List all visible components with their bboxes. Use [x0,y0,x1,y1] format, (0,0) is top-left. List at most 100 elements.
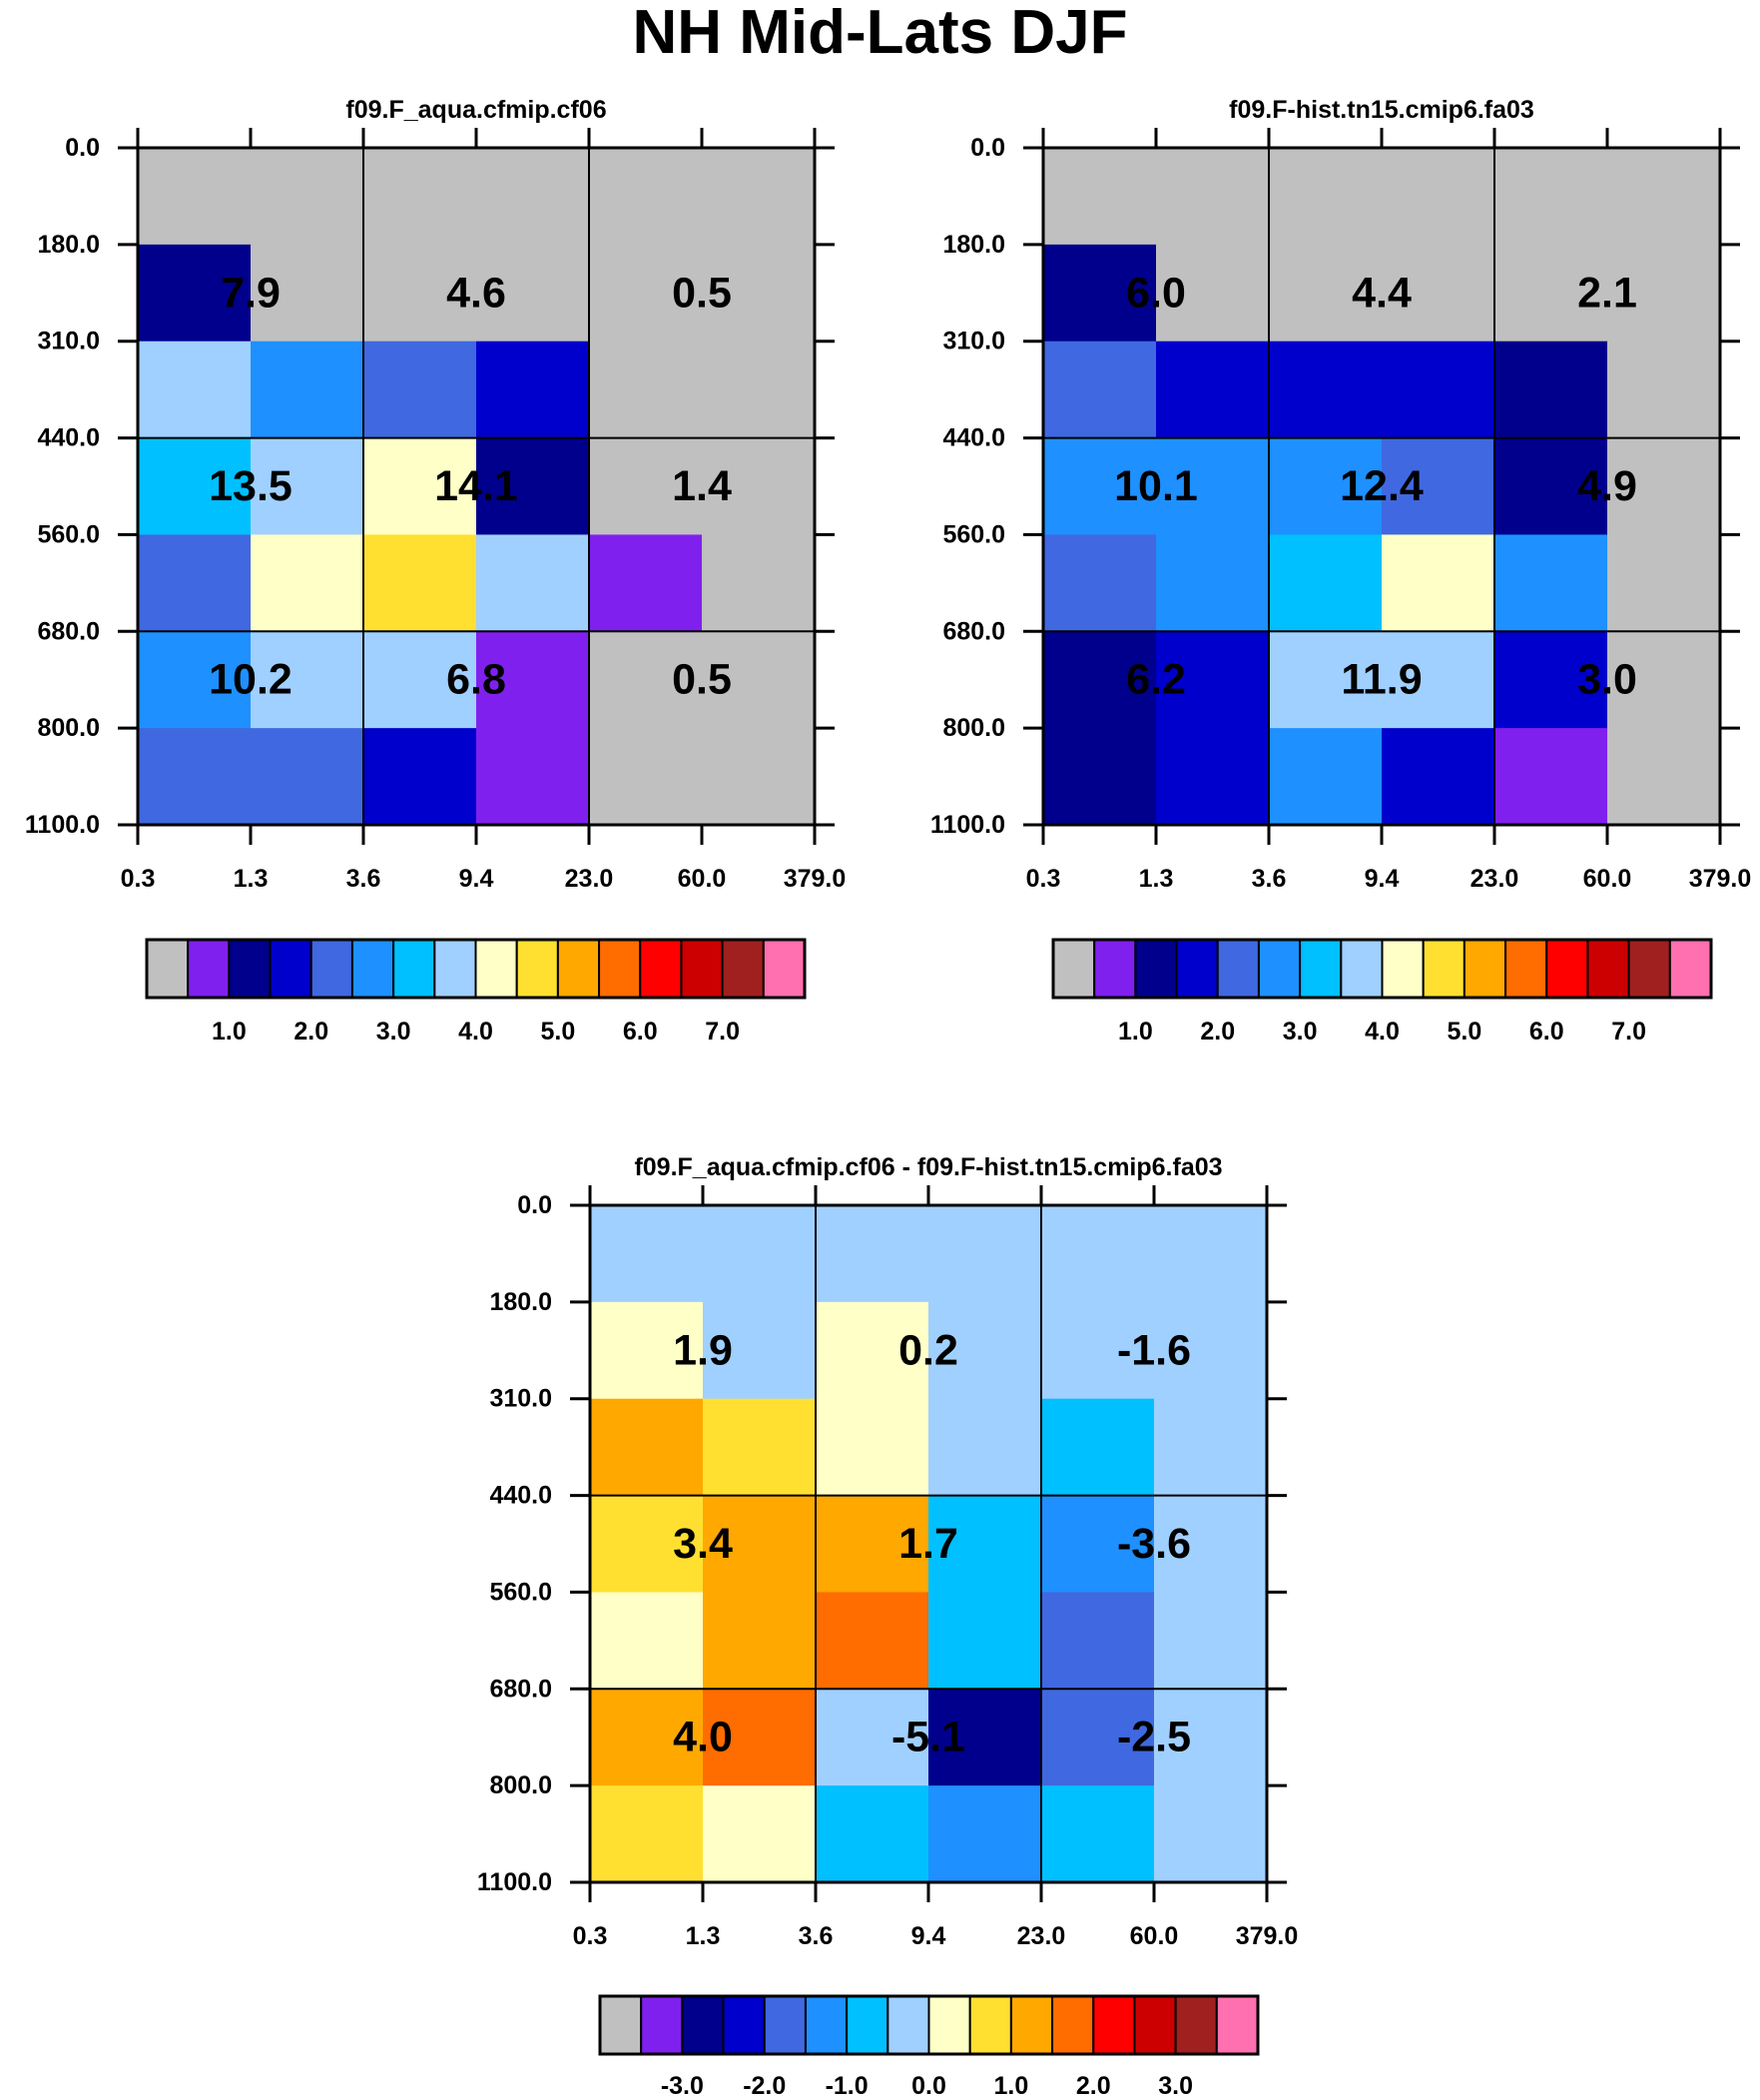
y-tick-label: 310.0 [489,1385,552,1413]
y-tick-label: 800.0 [942,714,1005,742]
colorbar-label: 1.0 [993,2072,1028,2100]
colorbar-swatch [721,939,765,999]
colorbar-swatch [309,939,353,999]
colorbar-label: 3.0 [376,1018,411,1046]
colorbar-swatch [598,939,642,999]
x-tick-label: 0.3 [573,1922,608,1950]
heatmap-cell [1156,728,1270,826]
colorbar-label: -1.0 [826,2072,869,2100]
heatmap-cell [702,534,816,632]
heatmap-cell [251,341,364,439]
heatmap-cell [138,631,252,729]
heatmap-cell [703,1495,817,1594]
colorbar-label: 2.0 [1200,1018,1235,1046]
heatmap-cell [138,728,252,826]
heatmap-cell [703,1398,817,1497]
heatmap-cell [928,1689,1042,1786]
colorbar-label: 6.0 [623,1018,658,1046]
x-tick-label: 60.0 [1583,865,1632,893]
colorbar-swatch [433,939,477,999]
heatmap-cell [1041,1592,1155,1690]
colorbar-swatch [1504,939,1548,999]
colorbar-swatch [886,1995,930,2055]
x-tick-label: 3.6 [799,1922,834,1950]
heatmap-cell [702,437,816,536]
x-tick-label: 379.0 [1236,1922,1299,1950]
box-value-label: 3.0 [1577,656,1637,704]
heatmap-cell [138,244,252,343]
heatmap-cell [1156,534,1270,632]
colorbar-swatch [1340,939,1384,999]
colorbar-swatch [1009,1995,1054,2055]
heatmap-cell [590,1689,704,1786]
heatmap-cell [1156,148,1270,246]
heatmap-cell [816,1301,929,1400]
x-tick-label: 9.4 [911,1922,946,1950]
heatmap-cell [702,631,816,729]
heatmap-cell [1041,1301,1155,1400]
heatmap-cell [476,341,590,439]
heatmap-cell [1041,1785,1155,1883]
colorbar-label: 7.0 [1611,1018,1646,1046]
y-tick-label: 560.0 [942,520,1005,548]
y-tick-label: 680.0 [489,1675,552,1703]
heatmap-cell [589,437,703,536]
y-tick-label: 180.0 [37,231,100,259]
x-tick-label: 379.0 [1689,865,1752,893]
heatmap-cell [702,341,816,439]
colorbar-swatch [1092,1995,1136,2055]
x-tick-label: 23.0 [1470,865,1519,893]
colorbar-swatch [556,939,601,999]
heatmap-cell [589,341,703,439]
heatmap-cell [590,1785,704,1883]
box-value-label: 6.8 [446,656,506,704]
box-value-label: 7.9 [221,269,281,317]
heatmap-cell [363,437,477,536]
y-tick-label: 180.0 [489,1288,552,1316]
heatmap-cell [1156,244,1270,343]
box-value-label: 3.4 [673,1520,733,1568]
heatmap-cell [363,341,477,439]
heatmap-cell [1154,1689,1268,1786]
heatmap-cell [1607,244,1721,343]
heatmap-cell [363,148,477,246]
heatmap-cell [1154,1205,1268,1303]
heatmap-cell [1607,341,1721,439]
heatmap-cell [1607,631,1721,729]
y-tick-label: 800.0 [489,1771,552,1799]
colorbar-swatch [640,1995,684,2055]
x-tick-label: 3.6 [1252,865,1287,893]
heatmap-cell [1269,437,1383,536]
heatmap-cell [363,244,477,343]
x-tick-label: 9.4 [1365,865,1400,893]
colorbar-frame [598,1994,1260,2056]
heatmap-cell [816,1205,929,1303]
colorbar-label: 4.0 [1365,1018,1400,1046]
panel-title: f09.F_aqua.cfmip.cf06 [345,96,606,124]
heatmap-cell [476,437,590,536]
colorbar-swatch [1093,939,1137,999]
colorbar-swatch [968,1995,1012,2055]
colorbar-swatch [1257,939,1302,999]
heatmap-cell [589,728,703,826]
heatmap-cell [1494,534,1608,632]
colorbar-label: 1.0 [1118,1018,1153,1046]
box-value-label: 6.2 [1126,656,1186,704]
box-value-label: 13.5 [209,462,293,510]
colorbar-swatch [1463,939,1507,999]
heatmap-cell [251,148,364,246]
y-tick-label: 1100.0 [477,1868,552,1896]
heatmap-cell [1494,341,1608,439]
panel-bottom: 1.9 0.2 -1.6 3.4 1.7 -3.6 4.0 -5.1 -2.5 0.0 180.0 3… [477,1153,1298,2100]
colorbar-swatch [599,1995,643,2055]
colorbar-swatch [1052,939,1096,999]
y-tick-label: 0.0 [517,1191,552,1219]
heatmap-cell [1269,728,1383,826]
colorbar-swatch [1299,939,1343,999]
heatmap-cell [476,244,590,343]
colorbar-swatch [722,1995,766,2055]
y-tick-label: 560.0 [37,520,100,548]
heatmap-cell [1382,148,1495,246]
heatmap-cell [703,1689,817,1786]
colorbar-swatch [763,1995,807,2055]
